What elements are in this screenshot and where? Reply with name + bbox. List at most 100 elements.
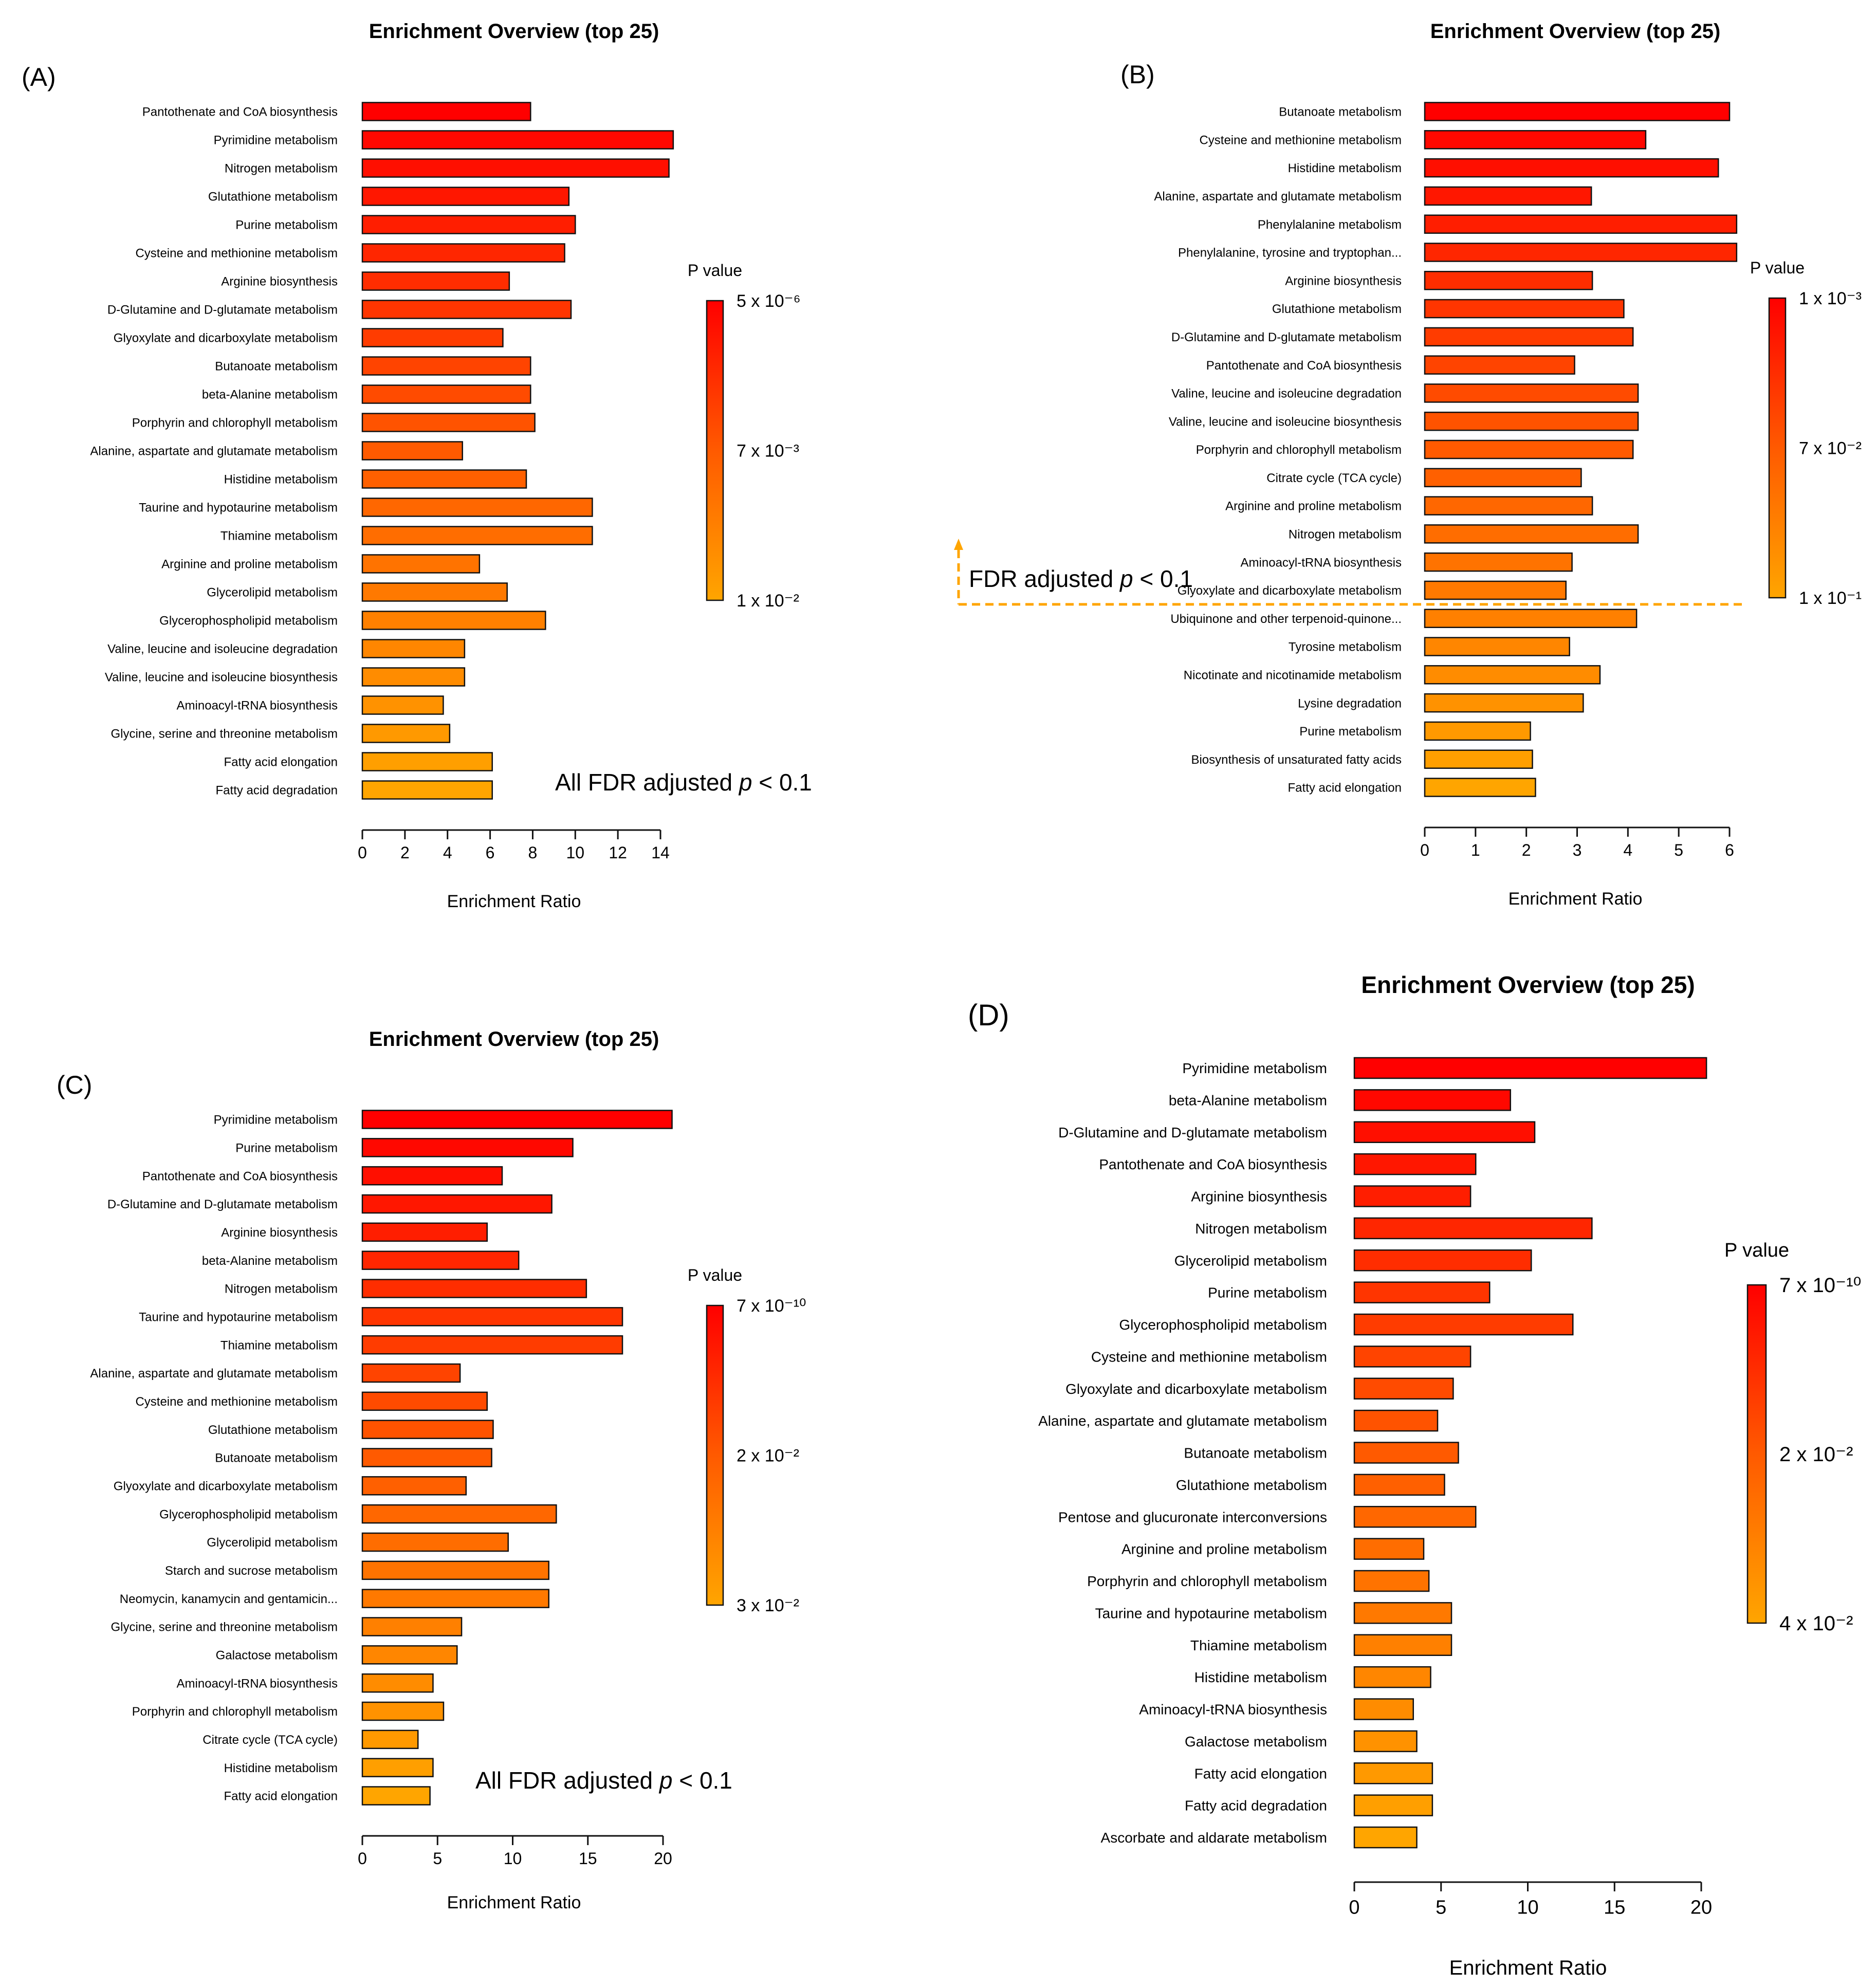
arrow-up-icon <box>954 539 963 550</box>
legend-title: P value <box>688 261 742 280</box>
bar <box>1424 552 1573 572</box>
category-label: Fatty acid elongation <box>224 1790 338 1803</box>
legend-label: 5 x 10⁻⁶ <box>737 291 801 311</box>
bar <box>1424 355 1575 375</box>
bar <box>361 1194 553 1214</box>
bar <box>361 1110 673 1129</box>
legend-label: 2 x 10⁻² <box>1779 1443 1853 1466</box>
category-label: Neomycin, kanamycin and gentamicin... <box>120 1592 338 1606</box>
category-label: Arginine and proline metabolism <box>161 558 338 572</box>
category-label: Arginine and proline metabolism <box>1121 1541 1327 1557</box>
chart-c-xlabel: Enrichment Ratio <box>447 1893 581 1912</box>
category-label: Glycine, serine and threonine metabolism <box>111 727 338 741</box>
bar <box>361 1758 434 1777</box>
bar <box>361 1335 623 1355</box>
category-label: Pentose and glucuronate interconversions <box>1058 1509 1327 1525</box>
legend-title: P value <box>1750 259 1805 277</box>
x-tick-label: 8 <box>528 843 538 862</box>
x-tick-label: 5 <box>1674 841 1683 859</box>
category-label: Butanoate metabolism <box>1279 105 1402 119</box>
chart-d-panel-label: (D) <box>968 999 1009 1032</box>
x-tick-label: 10 <box>504 1849 522 1868</box>
category-label: Alanine, aspartate and glutamate metabol… <box>1038 1413 1327 1429</box>
legend-colorbar <box>1768 297 1787 599</box>
chart-c: Enrichment Overview (top 25) (C) Pyrimid… <box>57 1028 806 1912</box>
chart-a-annotation: All FDR adjusted p < 0.1 <box>555 769 812 796</box>
category-label: Arginine biosynthesis <box>221 1226 338 1240</box>
category-label: Cysteine and methionine metabolism <box>1199 133 1402 147</box>
bar <box>1353 1249 1532 1272</box>
bar <box>361 1222 488 1242</box>
bar <box>361 582 508 602</box>
category-label: Nitrogen metabolism <box>1195 1221 1327 1237</box>
bar <box>361 1138 574 1157</box>
bar <box>1353 1409 1439 1432</box>
bar <box>361 611 546 630</box>
category-label: Pantothenate and CoA biosynthesis <box>1206 359 1402 373</box>
bar <box>1353 1634 1452 1656</box>
category-label: Porphyrin and chlorophyll metabolism <box>132 416 338 430</box>
bar <box>361 1250 520 1270</box>
category-label: Purine metabolism <box>1208 1285 1327 1301</box>
category-label: Thiamine metabolism <box>220 529 338 543</box>
x-tick-label: 0 <box>1349 1897 1359 1919</box>
bar <box>361 498 593 517</box>
bar <box>361 724 451 743</box>
chart-b-title: Enrichment Overview (top 25) <box>1430 20 1721 43</box>
chart-c-annotation: All FDR adjusted p < 0.1 <box>475 1767 732 1794</box>
category-label: Glycine, serine and threonine metabolism <box>111 1621 338 1634</box>
category-label: Aminoacyl-tRNA biosynthesis <box>177 1677 338 1690</box>
category-label: Alanine, aspartate and glutamate metabol… <box>90 1367 338 1380</box>
bar <box>361 1617 463 1636</box>
category-label: Phenylalanine, tyrosine and tryptophan..… <box>1178 246 1402 260</box>
category-label: Citrate cycle (TCA cycle) <box>1266 471 1402 485</box>
category-label: Biosynthesis of unsaturated fatty acids <box>1191 753 1402 767</box>
bar <box>1424 609 1638 628</box>
category-label: Pantothenate and CoA biosynthesis <box>142 105 338 119</box>
bar <box>361 695 444 715</box>
bar <box>1424 665 1601 685</box>
category-label: Glutathione metabolism <box>208 190 338 204</box>
category-label: Alanine, aspartate and glutamate metabol… <box>90 445 338 458</box>
bar <box>361 158 670 178</box>
x-tick-label: 5 <box>1436 1897 1446 1919</box>
bar <box>1424 721 1531 741</box>
bar <box>1424 214 1738 234</box>
category-label: beta-Alanine metabolism <box>202 388 338 402</box>
x-tick-label: 10 <box>1517 1897 1538 1919</box>
category-label: beta-Alanine metabolism <box>1169 1092 1327 1108</box>
legend-label: 1 x 10⁻² <box>737 591 799 611</box>
bar <box>1424 749 1533 769</box>
category-label: D-Glutamine and D-glutamate metabolism <box>107 303 338 317</box>
category-label: Histidine metabolism <box>1288 161 1402 175</box>
bar <box>361 1729 419 1750</box>
bar <box>361 1420 494 1439</box>
category-label: Aminoacyl-tRNA biosynthesis <box>177 699 338 713</box>
bar <box>361 1589 549 1608</box>
bar <box>1424 299 1625 319</box>
category-label: Glycerolipid metabolism <box>207 1536 338 1550</box>
chart-a-title: Enrichment Overview (top 25) <box>369 20 659 43</box>
bar <box>361 356 531 376</box>
category-label: Purine metabolism <box>235 1141 338 1155</box>
category-label: Phenylalanine metabolism <box>1258 218 1402 232</box>
legend-label: 1 x 10⁻¹ <box>1799 588 1862 608</box>
bar <box>1424 778 1536 797</box>
x-tick-label: 1 <box>1471 841 1480 859</box>
bar <box>1424 580 1567 600</box>
category-label: Valine, leucine and isoleucine biosynthe… <box>1169 415 1402 429</box>
category-label: Arginine biosynthesis <box>221 275 338 289</box>
chart-b-annotation: FDR adjusted p < 0.1 <box>969 565 1193 592</box>
bar <box>361 1476 467 1496</box>
bar <box>1424 130 1647 150</box>
category-label: Butanoate metabolism <box>1184 1445 1327 1461</box>
bar <box>1353 1762 1433 1784</box>
bar <box>1424 327 1634 347</box>
bar <box>1353 1281 1491 1303</box>
legend-label: 7 x 10⁻³ <box>737 441 799 461</box>
legend-label: 1 x 10⁻³ <box>1799 289 1862 308</box>
category-label: Glycerophospholipid metabolism <box>159 1507 338 1521</box>
legend-label: 7 x 10⁻² <box>1799 438 1862 458</box>
category-label: Ubiquinone and other terpenoid-quinone..… <box>1170 612 1402 626</box>
category-label: Histidine metabolism <box>224 473 338 487</box>
